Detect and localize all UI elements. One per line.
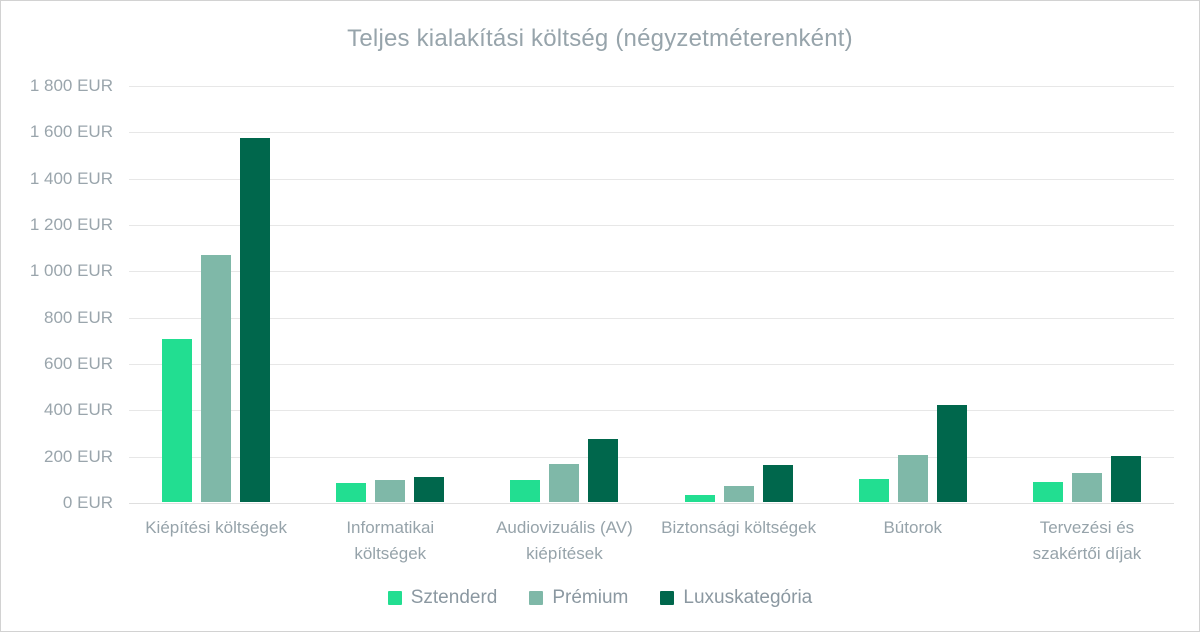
gridline: [129, 410, 1174, 412]
legend-swatch-sztenderd: [387, 591, 402, 605]
x-axis-label-audiovizualis-av-kiepitesek: Audiovizuális (AV) kiépítések: [496, 518, 633, 563]
y-axis-tick-label: 800 EUR: [44, 307, 113, 327]
y-axis-tick-label: 200 EUR: [44, 446, 113, 466]
gridline: [129, 317, 1174, 319]
bar-premium-audiovizualis-av-kiepitesek: [549, 463, 580, 502]
bar-group-biztonsagi-koltsegek: [652, 85, 826, 502]
x-axis-label-biztonsagi-koltsegek: Biztonsági költségek: [661, 518, 817, 537]
x-axis: Kiépítési költségek Informatikai költségek…: [129, 515, 1174, 566]
plot-area: [129, 85, 1174, 504]
gridline: [129, 178, 1174, 180]
x-axis-label-informatikai-koltsegek: Informatikai költségek: [346, 518, 435, 563]
gridline: [129, 225, 1174, 226]
y-axis-tick-label: 600 EUR: [44, 354, 113, 373]
bar-sztenderd-audiovizualis-av-kiepitesek: [510, 480, 541, 502]
legend-label: Sztenderd: [410, 587, 498, 608]
legend-item-luxuskategoria: Luxuskategória: [660, 587, 812, 609]
bar-luxuskategoria-biztonsagi-koltsegek: [762, 464, 793, 502]
legend-item-premium: Prémium: [529, 587, 628, 609]
bar-sztenderd-informatikai-koltsegek: [336, 483, 367, 502]
bar-luxuskategoria-kiepitesi-koltsegek: [240, 138, 271, 502]
gridline: [129, 456, 1174, 458]
y-axis-tick-label: 0 EUR: [62, 493, 113, 512]
y-axis-tick-label: 1 800 EUR: [29, 76, 113, 95]
bar-group-kiepitesi-koltsegek: [129, 85, 303, 502]
x-axis-label-kiepitesi-koltsegek: Kiépítési költségek: [145, 518, 287, 537]
bar-premium-butorok: [897, 454, 928, 502]
legend-swatch-premium: [529, 591, 544, 605]
bar-premium-biztonsagi-koltsegek: [723, 485, 754, 502]
bar-luxuskategoria-butorok: [936, 404, 967, 502]
legend-label: Prémium: [552, 587, 629, 608]
bar-group-informatikai-koltsegek: [303, 85, 477, 502]
bar-luxuskategoria-informatikai-koltsegek: [414, 476, 445, 502]
x-axis-label-butorok: Bútorok: [883, 518, 943, 537]
legend-label: Luxuskategória: [683, 587, 813, 608]
gridline: [129, 132, 1174, 134]
bar-premium-kiepitesi-koltsegek: [201, 255, 232, 502]
legend-item-sztenderd: Sztenderd: [387, 587, 498, 609]
y-axis-tick-label: 1 200 EUR: [29, 215, 113, 234]
chart-title: Teljes kialakítási költség (négyzetméter…: [347, 25, 853, 52]
y-axis-tick-label: 1 400 EUR: [29, 168, 113, 188]
gridline: [129, 364, 1174, 365]
bar-group-tervezesi-es-szakertoi-dijak: [1000, 85, 1174, 502]
y-axis-tick-label: 1 600 EUR: [29, 122, 113, 142]
bar-luxuskategoria-tervezesi-es-szakertoi-dijak: [1110, 455, 1141, 502]
gridline: [129, 271, 1174, 273]
bar-sztenderd-butorok: [858, 478, 889, 502]
bar-group-audiovizualis-av-kiepitesek: [477, 85, 651, 502]
bar-sztenderd-biztonsagi-koltsegek: [684, 495, 715, 502]
bar-sztenderd-tervezesi-es-szakertoi-dijak: [1032, 482, 1063, 502]
bar-sztenderd-kiepitesi-koltsegek: [162, 338, 193, 502]
bar-group-butorok: [826, 85, 1000, 502]
legend: Sztenderd Prémium Luxuskategória: [1, 587, 1199, 609]
x-axis-label-tervezesi-es-szakertoi-dijak: Tervezési és szakértői díjak: [1032, 518, 1142, 563]
gridline: [129, 86, 1174, 87]
bar-premium-informatikai-koltsegek: [375, 480, 406, 502]
x-axis-baseline: [129, 503, 1174, 504]
legend-swatch-luxuskategoria: [660, 591, 675, 605]
y-axis-tick-label: 400 EUR: [44, 400, 113, 420]
bar-luxuskategoria-audiovizualis-av-kiepitesek: [588, 439, 619, 502]
bar-premium-tervezesi-es-szakertoi-dijak: [1071, 473, 1102, 502]
y-axis-tick-label: 1 000 EUR: [29, 261, 113, 281]
